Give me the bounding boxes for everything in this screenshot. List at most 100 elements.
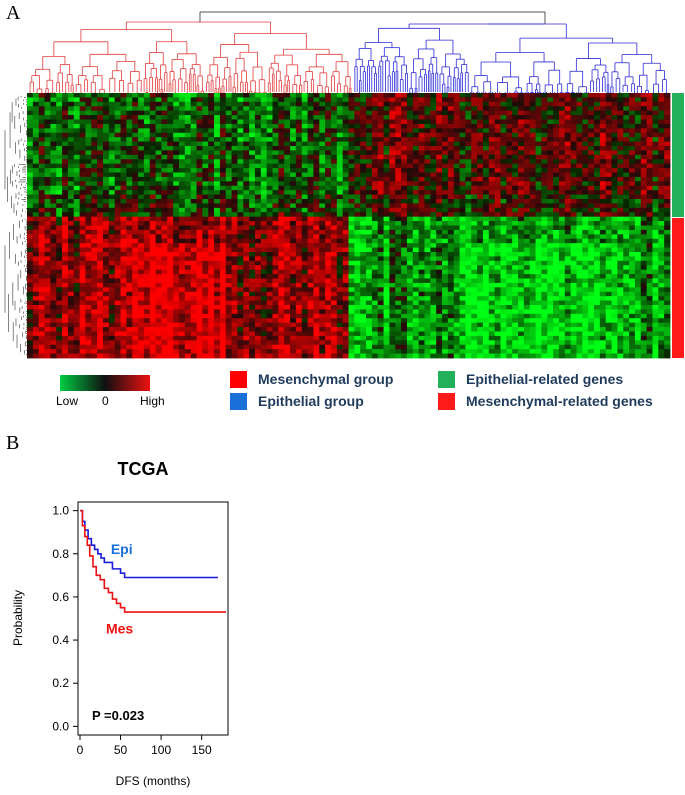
heatmap-cell: [488, 212, 496, 218]
heatmap-cell: [120, 199, 127, 204]
heatmap-cell: [535, 238, 542, 244]
heatmap-cell: [553, 181, 560, 187]
heatmap-cell: [132, 225, 139, 231]
heatmap-cell: [588, 106, 595, 112]
heatmap-cell: [161, 221, 168, 226]
heatmap-cell: [500, 159, 507, 165]
heatmap-cell: [535, 101, 542, 107]
heatmap-cell: [91, 243, 98, 248]
heatmap-cell: [342, 159, 349, 165]
heatmap-cell: [319, 194, 326, 200]
heatmap-cell: [278, 172, 285, 178]
heatmap-cell: [570, 176, 577, 182]
heatmap-cell: [91, 110, 98, 116]
heatmap-cell: [664, 163, 671, 169]
heatmap-cell: [430, 93, 437, 98]
heatmap-cell: [284, 132, 291, 138]
heatmap-cell: [401, 181, 408, 187]
heatmap-cell: [582, 185, 589, 191]
heatmap-cell: [85, 243, 92, 248]
heatmap-cell: [424, 176, 431, 182]
heatmap-cell: [173, 163, 180, 169]
heatmap-cell: [85, 110, 92, 116]
heatmap-cell: [383, 97, 390, 103]
heatmap-cell: [383, 119, 390, 125]
heatmap-cell: [114, 163, 121, 169]
heatmap-cell: [325, 216, 332, 222]
heatmap-cell: [225, 181, 232, 187]
heatmap-cell: [623, 176, 630, 182]
heatmap-cell: [371, 221, 379, 226]
heatmap-cell: [541, 203, 548, 209]
heatmap-cell: [646, 115, 653, 120]
heatmap-cell: [553, 199, 560, 204]
heatmap-cell: [313, 238, 320, 244]
heatmap-cell: [184, 181, 192, 187]
heatmap-cell: [599, 168, 607, 173]
heatmap-cell: [56, 185, 63, 191]
heatmap-cell: [652, 93, 659, 98]
heatmap-cell: [138, 123, 145, 129]
heatmap-cell: [342, 101, 349, 107]
heatmap-cell: [494, 238, 501, 244]
heatmap-cell: [570, 150, 577, 156]
heatmap-cell: [67, 176, 75, 182]
heatmap-cell: [114, 199, 121, 204]
heatmap-cell: [301, 159, 308, 165]
heatmap-cell: [605, 221, 612, 226]
heatmap-cell: [266, 234, 273, 240]
heatmap-cell: [442, 176, 449, 182]
heatmap-cell: [161, 176, 168, 182]
heatmap-cell: [62, 212, 69, 218]
heatmap-cell: [155, 181, 162, 187]
heatmap-cell: [535, 141, 542, 147]
heatmap-cell: [447, 212, 455, 218]
heatmap-cell: [594, 115, 601, 120]
heatmap-cell: [126, 101, 133, 107]
heatmap-cell: [354, 203, 361, 209]
heatmap-cell: [73, 150, 81, 156]
heatmap-cell: [114, 106, 121, 112]
heatmap-cell: [447, 207, 455, 213]
heatmap-cell: [617, 199, 624, 204]
heatmap-cell: [658, 168, 665, 173]
heatmap-cell: [143, 123, 151, 129]
heatmap-cell: [62, 154, 69, 160]
heatmap-cell: [658, 238, 665, 244]
heatmap-cell: [447, 168, 455, 173]
heatmap-cell: [32, 225, 40, 231]
heatmap-cell: [85, 172, 92, 178]
heatmap-cell: [518, 146, 525, 151]
heatmap-cell: [249, 181, 256, 187]
heatmap-cell: [44, 150, 51, 156]
heatmap-cell: [138, 141, 145, 147]
heatmap-cell: [336, 137, 344, 142]
heatmap-cell: [126, 115, 133, 120]
heatmap-cell: [284, 93, 291, 98]
heatmap-cell: [471, 123, 478, 129]
heatmap-cell: [558, 132, 566, 138]
heatmap-cell: [208, 172, 215, 178]
heatmap-cell: [196, 194, 203, 200]
heatmap-cell: [149, 229, 156, 235]
heatmap-cell: [646, 216, 653, 222]
heatmap-cell: [547, 194, 554, 200]
heatmap-cell: [488, 106, 496, 112]
heatmap-cell: [617, 194, 624, 200]
heatmap-cell: [290, 207, 297, 213]
heatmap-cell: [664, 229, 671, 235]
heatmap-cell: [406, 190, 414, 195]
heatmap-cell: [214, 128, 221, 134]
heatmap-cell: [56, 132, 63, 138]
heatmap-cell: [138, 106, 145, 112]
heatmap-cell: [38, 190, 45, 195]
heatmap-cell: [418, 123, 425, 129]
heatmap-cell: [558, 229, 566, 235]
heatmap-cell: [231, 123, 238, 129]
heatmap-cell: [523, 185, 531, 191]
heatmap-cell: [529, 132, 536, 138]
heatmap-cell: [27, 168, 34, 173]
heatmap-cell: [214, 123, 221, 129]
heatmap-cell: [547, 234, 554, 240]
heatmap-cell: [360, 159, 367, 165]
